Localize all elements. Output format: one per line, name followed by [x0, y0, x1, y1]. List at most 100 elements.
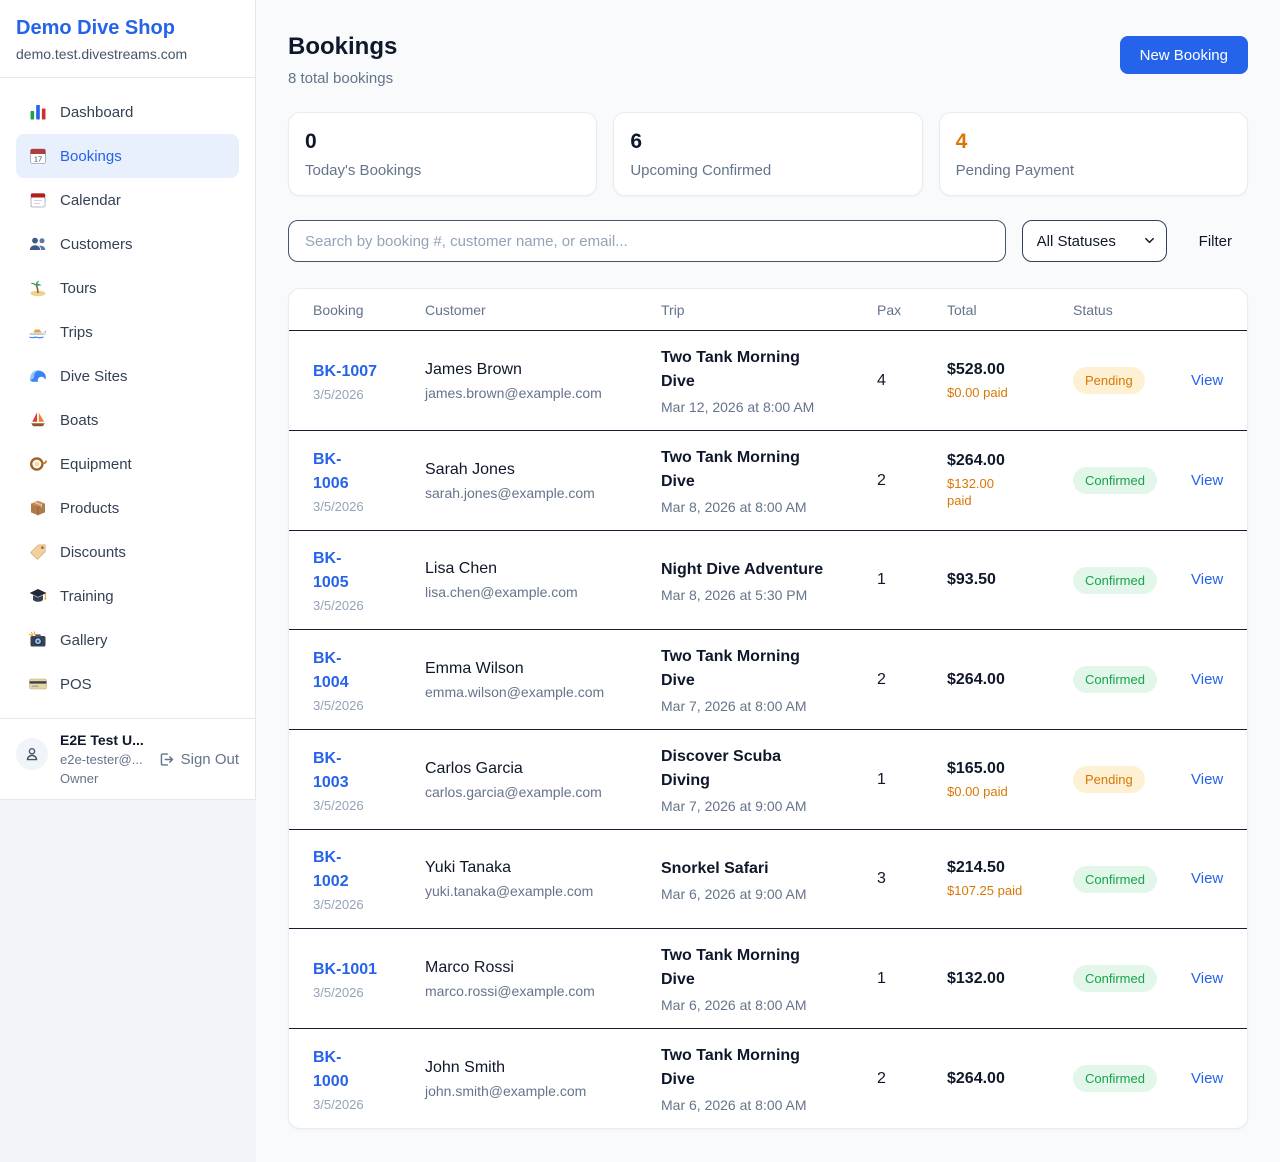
status-badge: Pending [1073, 367, 1145, 394]
total-amount: $165.00 [947, 759, 1005, 777]
status-badge: Confirmed [1073, 1065, 1157, 1092]
sidebar-item-tours[interactable]: Tours [16, 266, 239, 310]
view-booking-link[interactable]: View [1191, 471, 1224, 489]
view-booking-link[interactable]: View [1191, 969, 1224, 987]
total-amount: $528.00 [947, 360, 1005, 378]
sidebar-item-products[interactable]: Products [16, 486, 239, 530]
view-booking-link[interactable]: View [1191, 371, 1224, 389]
user-email: e2e-tester@... [60, 752, 143, 767]
customer-email: james.brown@example.com [425, 384, 602, 401]
booking-id-link[interactable]: BK- 1006 [313, 450, 349, 492]
stats-row: 0 Today's Bookings 6 Upcoming Confirmed … [288, 112, 1248, 196]
stat-value: 0 [305, 130, 317, 153]
customer-email: john.smith@example.com [425, 1082, 587, 1099]
booking-id-link[interactable]: BK- 1003 [313, 749, 349, 791]
sidebar-item-training[interactable]: Training [16, 574, 239, 618]
view-booking-link[interactable]: View [1191, 571, 1224, 588]
view-booking-link[interactable]: View [1191, 1069, 1224, 1087]
sidebar-item-equipment[interactable]: Equipment [16, 442, 239, 486]
sidebar-item-label: Dashboard [60, 103, 134, 121]
person-icon [26, 748, 38, 761]
pax-count: 4 [877, 371, 886, 389]
camera-icon [28, 630, 48, 650]
total-amount: $214.50 [947, 859, 1005, 876]
sidebar-item-label: Bookings [60, 147, 122, 165]
booking-date: 3/5/2026 [313, 498, 364, 514]
pax-count: 2 [877, 1069, 886, 1087]
stat-value: 6 [630, 130, 643, 153]
customer-name: John Smith [425, 1058, 506, 1076]
page-title: Bookings [288, 33, 398, 60]
sidebar-item-dive-sites[interactable]: Dive Sites [16, 354, 239, 398]
paid-amount: $107.25 paid [947, 883, 1023, 898]
total-amount: $264.00 [947, 1069, 1005, 1087]
booking-date: 3/5/2026 [313, 897, 364, 912]
main-content: Bookings 8 total bookings New Booking 0 … [256, 0, 1280, 1162]
paid-amount: $132.00 paid [947, 476, 994, 508]
table-row: BK-1007 3/5/2026 James Brown james.brown… [289, 331, 1247, 431]
people-icon [28, 234, 48, 254]
trip-datetime: Mar 12, 2026 at 8:00 AM [661, 399, 815, 415]
booking-id-link[interactable]: BK- 1004 [313, 649, 349, 691]
stat-card: 0 Today's Bookings [288, 112, 598, 196]
tag-icon [28, 542, 48, 562]
pax-count: 1 [877, 770, 886, 788]
sidebar-item-label: Trips [60, 323, 93, 341]
sidebar-item-discounts[interactable]: Discounts [16, 530, 239, 574]
sidebar-item-label: Customers [60, 235, 133, 253]
status-badge: Confirmed [1073, 566, 1157, 594]
sailboat-icon [28, 410, 48, 430]
view-booking-link[interactable]: View [1191, 870, 1224, 887]
svg-text:17: 17 [34, 154, 42, 163]
status-badge: Confirmed [1073, 666, 1157, 693]
paid-amount: $0.00 paid [947, 783, 1008, 799]
sidebar-item-calendar[interactable]: Calendar [16, 178, 239, 222]
booking-id-link[interactable]: BK- 1005 [313, 550, 349, 591]
pax-count: 1 [877, 571, 886, 588]
sidebar-header: Demo Dive Shop demo.test.divestreams.com [0, 0, 255, 78]
customer-name: Emma Wilson [425, 659, 524, 677]
sign-out-button[interactable]: Sign Out [157, 751, 239, 768]
graduation-cap-icon [28, 586, 48, 606]
wave-icon [28, 366, 48, 386]
filter-button[interactable]: Filter [1183, 233, 1248, 250]
customer-name: Lisa Chen [425, 560, 498, 577]
booking-id-link[interactable]: BK- 1002 [313, 849, 349, 890]
status-badge: Pending [1073, 766, 1145, 793]
sidebar-item-trips[interactable]: Trips [16, 310, 239, 354]
sidebar-item-bookings[interactable]: 17 Bookings [16, 134, 239, 178]
sidebar-item-label: Products [60, 499, 120, 517]
booking-id-link[interactable]: BK-1001 [313, 960, 378, 978]
page-title-block: Bookings 8 total bookings [288, 32, 397, 87]
table-row: BK- 1006 3/5/2026 Sarah Jones sarah.jone… [289, 431, 1247, 531]
booking-date: 3/5/2026 [313, 598, 364, 613]
trip-datetime: Mar 7, 2026 at 8:00 AM [661, 698, 807, 714]
customer-email: marco.rossi@example.com [425, 982, 595, 999]
total-amount: $264.00 [947, 452, 1005, 469]
stat-value: 4 [955, 130, 968, 153]
view-booking-link[interactable]: View [1191, 670, 1224, 688]
customer-name: James Brown [425, 360, 522, 378]
sidebar-item-customers[interactable]: Customers [16, 222, 239, 266]
new-booking-button[interactable]: New Booking [1119, 36, 1248, 74]
sidebar-item-dashboard[interactable]: Dashboard [16, 90, 239, 134]
customer-email: sarah.jones@example.com [425, 484, 595, 501]
trip-name: Night Dive Adventure [661, 560, 824, 578]
status-filter-select[interactable]: All Statuses [1021, 220, 1167, 262]
search-input[interactable] [288, 220, 1006, 262]
booking-date: 3/5/2026 [313, 797, 364, 813]
total-amount: $264.00 [947, 670, 1005, 688]
sidebar: Demo Dive Shop demo.test.divestreams.com… [0, 0, 256, 800]
paid-amount: $0.00 paid [947, 384, 1008, 400]
sidebar-item-gallery[interactable]: Gallery [16, 618, 239, 662]
view-booking-link[interactable]: View [1191, 770, 1224, 788]
booking-id-link[interactable]: BK- 1000 [313, 1048, 349, 1090]
column-header-customer: Customer [425, 301, 486, 318]
pax-count: 2 [877, 471, 886, 489]
trip-datetime: Mar 6, 2026 at 8:00 AM [661, 997, 807, 1013]
booking-id-link[interactable]: BK-1007 [313, 362, 378, 380]
sidebar-item-label: Training [60, 587, 114, 605]
sidebar-item-boats[interactable]: Boats [16, 398, 239, 442]
diving-mask-icon [28, 454, 48, 474]
sidebar-item-pos[interactable]: POS [16, 662, 239, 706]
